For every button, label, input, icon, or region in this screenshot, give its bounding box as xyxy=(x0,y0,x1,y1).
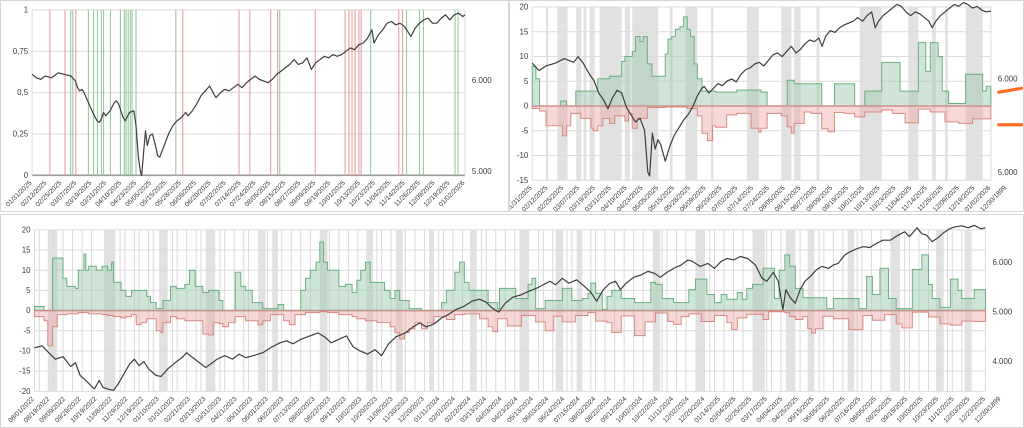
green-breadth-area xyxy=(531,16,992,107)
x-axis-date-labels: 01/31/202502/12/202502/25/202503/07/2025… xyxy=(510,185,1008,211)
x-axis-date-labels: 01/31/202502/12/202502/25/202503/07/2025… xyxy=(5,180,467,209)
red-breadth-area xyxy=(531,105,992,142)
breadth-histogram xyxy=(34,241,987,347)
breadth-price-3y-chart-svg: 20 15 10 5 0 -5 -10 -15 -20 6.000 5.000 4.000 08/01/… xyxy=(7,224,1013,425)
breadth-price-1y-chart-svg: 20 15 10 5 0 -5 -10 -15 6.000 5.000 01/31/202502/1… xyxy=(510,1,1023,211)
svg-text:0: 0 xyxy=(524,102,529,111)
svg-text:5.000: 5.000 xyxy=(992,308,1012,317)
svg-text:-5: -5 xyxy=(24,326,32,335)
red-breadth-area xyxy=(34,310,987,347)
price-line xyxy=(34,224,986,391)
svg-text:15: 15 xyxy=(22,246,31,255)
x-axis-date-labels: 08/01/202208/19/202209/09/202209/29/2022… xyxy=(7,396,1002,425)
svg-text:5: 5 xyxy=(26,286,31,295)
price-line xyxy=(531,1,991,177)
svg-text:0,5: 0,5 xyxy=(17,88,29,97)
breadth-histogram xyxy=(531,16,992,142)
right-axis-tick-labels: 6.000 5.000 xyxy=(998,75,1018,177)
breadth-3y-chart-panel[interactable]: 20 15 10 5 0 -5 -10 -15 -20 6.000 5.000 4.000 08/01/… xyxy=(0,214,1024,428)
green-breadth-area xyxy=(34,241,987,312)
svg-text:-15: -15 xyxy=(19,367,31,376)
svg-text:10: 10 xyxy=(519,52,528,61)
left-axis-tick-labels: 20 15 10 5 0 -5 -10 -15 xyxy=(517,3,529,185)
svg-text:15: 15 xyxy=(519,27,528,36)
svg-text:-5: -5 xyxy=(521,126,529,135)
gridlines xyxy=(31,9,466,177)
right-axis-tick-labels: 6.000 5.000 4.000 xyxy=(992,258,1012,366)
indicator-chart-panel[interactable]: 1 0,75 0,5 0,25 0 6.000 5.000 01/31/2025 02/12/2… xyxy=(0,0,509,212)
svg-text:-10: -10 xyxy=(517,151,529,160)
svg-text:0: 0 xyxy=(24,171,29,180)
svg-text:0: 0 xyxy=(26,306,31,315)
orange-level-markers xyxy=(997,86,1023,127)
svg-text:5.000: 5.000 xyxy=(472,167,492,176)
orange-marker-high xyxy=(997,86,1023,94)
svg-text:6.000: 6.000 xyxy=(992,258,1012,267)
indicator-0-1-chart-svg: 1 0,75 0,5 0,25 0 6.000 5.000 01/31/202502/12/2… xyxy=(5,5,493,209)
svg-text:4.000: 4.000 xyxy=(992,357,1012,366)
svg-text:0,75: 0,75 xyxy=(13,47,29,56)
left-axis-tick-labels: 1 0,75 0,5 0,25 0 xyxy=(13,5,29,179)
indicator-line xyxy=(31,12,466,176)
svg-text:5.000: 5.000 xyxy=(998,168,1018,177)
svg-text:10: 10 xyxy=(22,266,31,275)
svg-text:6.000: 6.000 xyxy=(472,76,492,85)
svg-text:20: 20 xyxy=(22,225,31,234)
event-lines xyxy=(49,9,459,176)
svg-text:20: 20 xyxy=(519,3,528,12)
right-axis-tick-labels: 6.000 5.000 xyxy=(472,76,492,176)
svg-text:5: 5 xyxy=(524,77,529,86)
svg-text:-10: -10 xyxy=(19,347,31,356)
svg-text:0,25: 0,25 xyxy=(13,130,29,139)
svg-text:-15: -15 xyxy=(517,176,529,185)
svg-text:1: 1 xyxy=(24,5,29,14)
left-axis-tick-labels: 20 15 10 5 0 -5 -10 -15 -20 xyxy=(19,225,31,395)
breadth-1y-chart-panel[interactable]: 20 15 10 5 0 -5 -10 -15 6.000 5.000 01/31/2025 02/1… xyxy=(509,0,1024,212)
svg-text:6.000: 6.000 xyxy=(998,75,1018,84)
svg-text:-20: -20 xyxy=(19,387,31,396)
